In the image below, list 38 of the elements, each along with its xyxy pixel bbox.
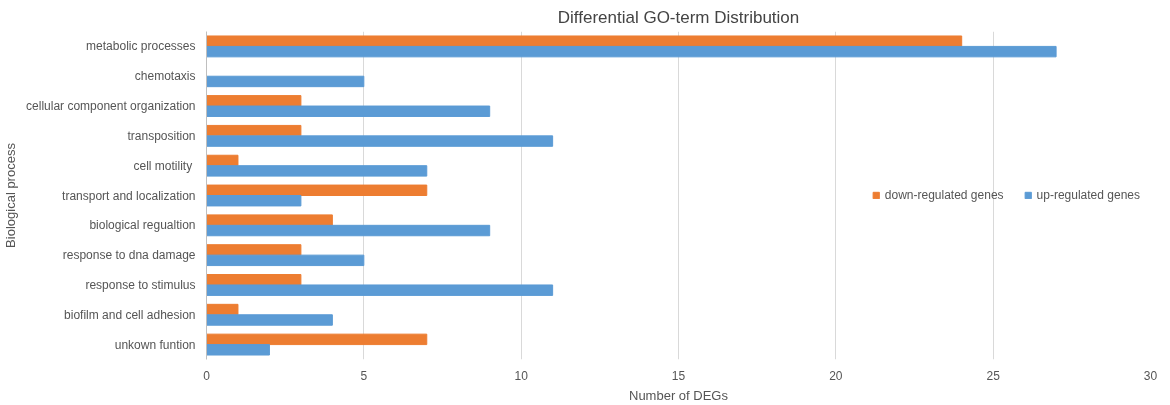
y-tick-label: metabolic processes	[86, 39, 196, 54]
x-tick-label: 15	[671, 368, 686, 383]
bar	[206, 284, 554, 296]
y-tick-label: transport and localization	[62, 188, 196, 203]
y-axis-title: Biological process	[3, 142, 19, 248]
x-tick-label: 10	[514, 368, 529, 383]
bar	[206, 165, 428, 177]
x-tick-label: 20	[829, 368, 843, 383]
bar	[206, 105, 491, 117]
bar	[206, 35, 963, 47]
y-tick-label: biological regualtion	[89, 218, 196, 233]
y-tick-label: biofilm and cell adhesion	[64, 307, 196, 322]
y-tick-label: response to stimulus	[85, 277, 196, 292]
bar	[206, 314, 333, 326]
chart-title: Differential GO-term Distribution	[557, 7, 800, 27]
x-axis-title: Number of DEGs	[629, 387, 729, 403]
y-tick-label: transposition	[127, 128, 196, 143]
legend-label: up-regulated genes	[1036, 188, 1140, 202]
legend-label: down-regulated genes	[884, 188, 1004, 202]
bar	[206, 224, 491, 237]
bar	[206, 195, 302, 207]
y-tick-label: unkown funtion	[114, 337, 196, 352]
bar	[206, 135, 554, 147]
y-tick-label: cell motility	[133, 158, 193, 173]
bar	[206, 214, 333, 226]
bar	[206, 254, 365, 267]
y-tick-label: response to dna damage	[62, 248, 196, 263]
x-tick-label: 25	[986, 368, 1001, 383]
x-tick-label: 5	[360, 368, 368, 383]
bar	[206, 333, 428, 346]
bar	[206, 344, 270, 356]
y-tick-label: chemotaxis	[134, 69, 196, 84]
bar	[206, 45, 1057, 58]
x-tick-label: 30	[1143, 368, 1158, 383]
bar	[206, 75, 365, 88]
x-tick-label: 0	[203, 368, 211, 383]
bar	[206, 184, 428, 196]
y-tick-label: cellular component organization	[26, 99, 196, 114]
